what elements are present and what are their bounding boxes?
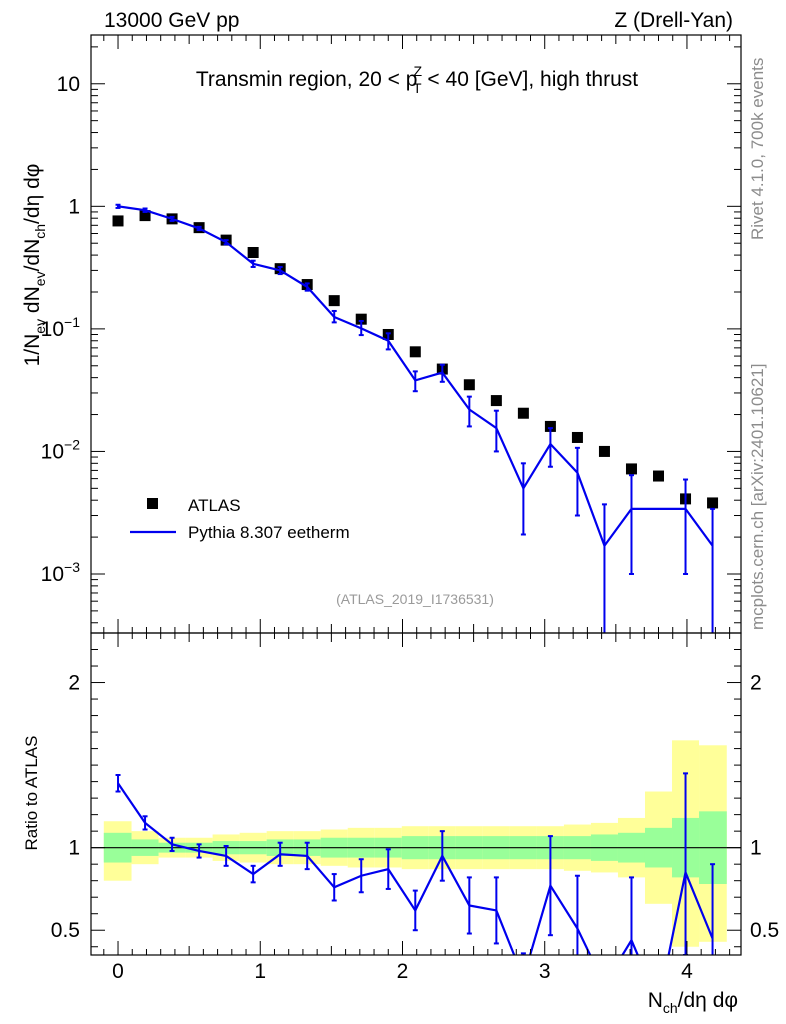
main-y-tick-label: 10−2	[41, 436, 81, 463]
ratio-y-tick-label-left: 0.5	[51, 919, 80, 942]
ratio-y-tick-label-right: 1	[750, 837, 762, 860]
x-tick-label: 4	[681, 960, 693, 983]
ratio-y-axis-label: Ratio to ATLAS	[22, 736, 41, 851]
ratio-frame	[90, 632, 742, 956]
x-tick-label: 2	[397, 960, 409, 983]
atlas-data-point	[625, 463, 637, 475]
atlas-data-point	[598, 445, 610, 457]
ratio-mc-series	[115, 772, 716, 955]
x-tick-label: 0	[112, 960, 124, 983]
atlas-data-point	[571, 431, 583, 443]
atlas-data-point	[707, 497, 719, 509]
main-panel: 10 1 10−1 10−2 10−3 Transmin region, 20 < pZ…	[21, 34, 742, 634]
title-sup: Z	[413, 63, 422, 79]
main-frame	[90, 34, 742, 634]
x-axis-label: Nch/dη dφ	[648, 989, 738, 1016]
ratio-panel: 0.5 0.5 1 1 2 2 0 1 2 3 4 Ratio to ATLAS Nch/dη d…	[22, 632, 779, 1016]
atlas-data-point	[112, 215, 124, 227]
ratio-y-tick-labels: 0.5 0.5 1 1 2 2	[51, 672, 779, 943]
main-mc-series	[115, 203, 716, 633]
title-sub: T	[413, 80, 422, 96]
x-tick-label: 3	[539, 960, 551, 983]
atlas-data-point	[490, 395, 502, 407]
atlas-data-point	[139, 210, 151, 222]
main-y-tick-labels: 10 1 10−1 10−2 10−3	[41, 73, 81, 586]
legend: ATLAS Pythia 8.307 eetherm	[130, 496, 350, 542]
main-y-tick-label: 10	[57, 73, 80, 96]
atlas-data-point	[247, 246, 259, 258]
main-data-points	[112, 210, 719, 509]
ratio-x-tick-labels: 0 1 2 3 4	[112, 960, 693, 983]
atlas-data-point	[328, 295, 340, 307]
top-left-label: 13000 GeV pp	[104, 9, 239, 32]
ratio-y-tick-label-right: 2	[750, 672, 762, 695]
main-y-tick-label: 10−3	[41, 559, 81, 586]
legend-atlas-marker	[147, 498, 158, 509]
main-y-tick-label: 10−1	[41, 314, 81, 341]
top-right-label: Z (Drell-Yan)	[614, 9, 733, 32]
ratio-y-tick-label-right: 0.5	[750, 919, 779, 942]
legend-pythia-label: Pythia 8.307 eetherm	[188, 523, 350, 542]
atlas-data-point	[355, 313, 367, 325]
main-y-axis-label: 1/Nev dNev/dNch/dη dφ	[21, 164, 48, 367]
main-axis-ticks	[91, 35, 741, 633]
atlas-data-point	[517, 407, 529, 419]
main-y-tick-label: 1	[68, 195, 80, 218]
ratio-y-tick-label-left: 2	[68, 672, 80, 695]
atlas-data-point	[463, 379, 475, 391]
ratio-y-tick-label-left: 1	[68, 837, 80, 860]
atlas-data-point	[653, 470, 665, 482]
atlas-data-point	[409, 346, 421, 358]
side-mcplots-label: mcplots.cern.ch [arXiv:2401.10621]	[748, 364, 767, 630]
atlas-data-point	[544, 420, 556, 432]
legend-atlas-label: ATLAS	[188, 496, 241, 515]
main-title: Transmin region, 20 < pZ T < 40 [GeV], hi…	[196, 63, 638, 96]
side-rivet-label: Rivet 4.1.0, 700k events	[748, 58, 767, 240]
analysis-tag: (ATLAS_2019_I1736531)	[336, 591, 494, 607]
x-tick-label: 1	[254, 960, 266, 983]
ratio-axis-ticks	[91, 633, 741, 955]
